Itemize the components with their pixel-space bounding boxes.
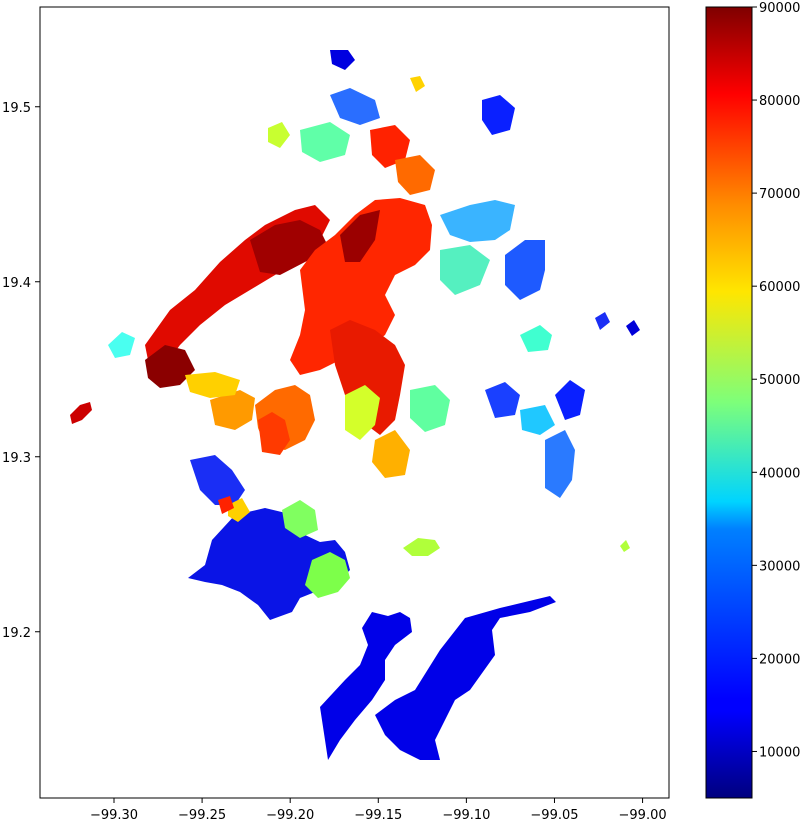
region-polygon (370, 125, 410, 168)
x-tick-label: −99.30 (90, 808, 138, 823)
colorbar-tick-label: 80000 (759, 94, 800, 109)
y-tick-label: 19.5 (2, 101, 31, 116)
region-polygon (482, 95, 515, 135)
region-polygon (330, 320, 405, 435)
x-tick-label: −99.25 (178, 808, 226, 823)
region-polygon (300, 122, 350, 162)
x-axis: −99.30 −99.25 −99.20 −99.15 −99.10 −99.05 −99.… (90, 798, 667, 823)
region-polygon (330, 50, 355, 70)
region-polygon (555, 380, 585, 420)
region-polygon (440, 200, 515, 242)
region-polygon (403, 538, 440, 556)
x-tick-label: −99.00 (619, 808, 667, 823)
x-tick-label: −99.15 (354, 808, 402, 823)
region-polygon (320, 612, 412, 760)
region-polygon (485, 382, 520, 418)
y-tick-label: 19.4 (2, 276, 31, 291)
region-polygon (258, 412, 290, 455)
region-polygon (305, 552, 350, 598)
y-tick-label: 19.3 (2, 451, 31, 466)
region-polygon (268, 122, 290, 148)
x-tick-label: −99.05 (530, 808, 578, 823)
region-polygon (520, 325, 552, 352)
x-tick-label: −99.20 (266, 808, 314, 823)
map-polygons (70, 50, 640, 760)
colorbar-tick-label: 60000 (759, 280, 800, 295)
colorbar-ticks: 10000 20000 30000 40000 50000 60000 70000 80000… (752, 1, 800, 760)
region-polygon (188, 508, 350, 620)
region-polygon (545, 430, 575, 498)
region-polygon (218, 496, 234, 514)
y-tick-label: 19.2 (2, 626, 31, 641)
region-polygon (145, 345, 195, 388)
region-polygon (440, 245, 490, 295)
region-polygon (330, 88, 380, 125)
region-polygon (395, 155, 435, 195)
colorbar-tick-label: 20000 (759, 652, 800, 667)
colorbar-tick-label: 30000 (759, 559, 800, 574)
colorbar-tick-label: 50000 (759, 373, 800, 388)
region-polygon (290, 198, 432, 375)
region-polygon (228, 498, 250, 522)
region-polygon (185, 372, 240, 398)
region-polygon (210, 390, 255, 430)
region-polygon (345, 385, 380, 440)
region-polygon (626, 320, 640, 336)
colorbar (705, 6, 753, 799)
region-polygon (70, 402, 92, 424)
region-polygon (190, 455, 245, 505)
colorbar-tick-label: 90000 (759, 1, 800, 16)
region-polygon (505, 240, 545, 300)
x-tick-label: −99.10 (442, 808, 490, 823)
region-polygon (410, 76, 425, 92)
region-polygon (375, 596, 556, 760)
region-polygon (372, 430, 410, 478)
region-polygon (250, 220, 330, 275)
region-polygon (595, 312, 610, 330)
region-polygon (108, 332, 135, 358)
region-polygon (410, 385, 450, 432)
colorbar-tick-label: 40000 (759, 466, 800, 481)
colorbar-tick-label: 10000 (759, 745, 800, 760)
y-axis: 19.2 19.3 19.4 19.5 (2, 101, 40, 641)
region-polygon (520, 405, 555, 435)
region-polygon (340, 210, 380, 262)
region-polygon (620, 540, 630, 552)
region-polygon (282, 500, 318, 538)
colorbar-tick-label: 70000 (759, 187, 800, 202)
